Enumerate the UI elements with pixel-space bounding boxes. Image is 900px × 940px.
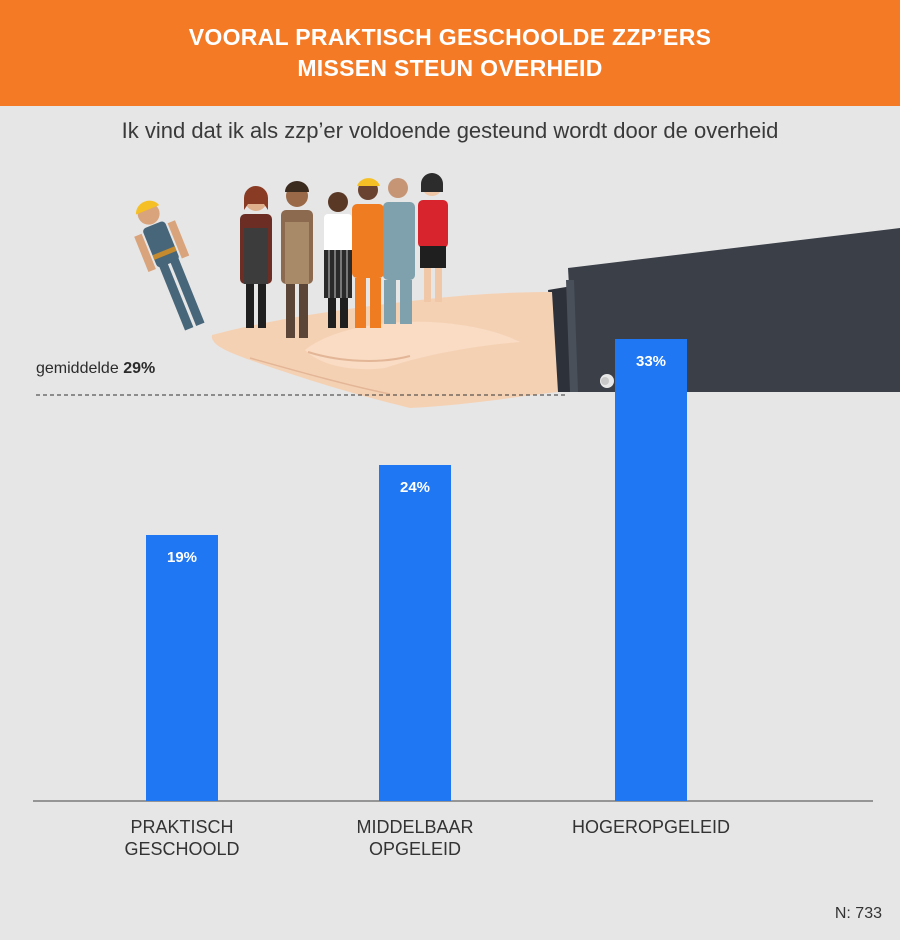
category-line: MIDDELBAAR: [356, 817, 474, 837]
category-line: PRAKTISCH: [130, 817, 234, 837]
bars-group: 19% 24% 33%: [146, 339, 687, 801]
chart-subtitle: Ik vind dat ik als zzp’er voldoende gest…: [121, 118, 779, 143]
sample-size-label: N: 733: [834, 905, 882, 922]
bar: [146, 535, 218, 801]
average-value: 29%: [123, 360, 156, 377]
suit-sleeve-icon: [548, 228, 900, 392]
category-line: HOGEROPGELEID: [571, 817, 731, 837]
title-line-2: MISSEN STEUN OVERHEID: [297, 55, 603, 81]
category-label-hoger: HOGEROPGELEID: [551, 816, 751, 838]
bar: [615, 339, 687, 801]
bar-value-label: 33%: [636, 353, 666, 370]
category-line: OPGELEID: [368, 839, 462, 859]
bar-value-label: 19%: [167, 549, 197, 566]
average-prefix: gemiddelde: [36, 360, 119, 377]
category-label-middelbaar: MIDDELBAAR OPGELEID: [315, 816, 515, 860]
bar-value-label: 24%: [400, 479, 430, 496]
category-label-praktisch: PRAKTISCH GESCHOOLD: [82, 816, 282, 860]
bar: [379, 465, 451, 801]
header-banner: VOORAL PRAKTISCH GESCHOOLDE ZZP’ERS MISS…: [0, 0, 900, 106]
hand-icon: [211, 292, 558, 408]
average-label: gemiddelde 29%: [36, 360, 155, 378]
category-line: GESCHOOLD: [124, 839, 240, 859]
title-line-1: VOORAL PRAKTISCH GESCHOOLDE ZZP’ERS: [188, 24, 712, 50]
workers-group-icon: [134, 173, 448, 338]
